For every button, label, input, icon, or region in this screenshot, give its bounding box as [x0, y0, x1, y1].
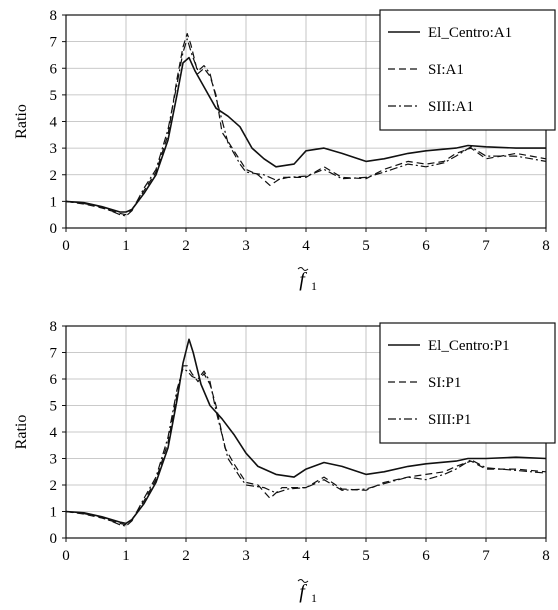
x-tick-label: 7: [482, 238, 490, 254]
series-line-siii-a1: [65, 38, 547, 217]
series-line-si-a1: [65, 33, 547, 216]
x-axis-label-tilde: [297, 579, 309, 583]
x-tick-label: 1: [122, 548, 130, 564]
series-line-el-centro-p1: [65, 338, 547, 525]
legend-label: SI:P1: [428, 375, 461, 391]
x-tick-label: 3: [242, 238, 250, 254]
x-tick-label: 5: [362, 548, 370, 564]
y-tick-label: 6: [50, 61, 58, 77]
y-tick-label: 7: [50, 346, 58, 362]
y-tick-label: 1: [50, 194, 58, 210]
x-tick-label: 7: [482, 548, 490, 564]
x-axis-label-tilde: [297, 267, 309, 271]
y-tick-label: 5: [50, 88, 58, 104]
legend-label: SI:A1: [428, 62, 464, 78]
x-tick-label: 6: [422, 548, 430, 564]
y-tick-label: 1: [50, 505, 58, 521]
legend-label: El_Centro:A1: [428, 25, 512, 41]
y-tick-label: 0: [50, 221, 58, 237]
y-tick-label: 4: [50, 425, 58, 441]
legend-box: [379, 9, 556, 131]
x-axis-label: f: [299, 269, 307, 291]
series-line-el-centro-a1: [65, 56, 546, 213]
x-tick-label: 5: [362, 238, 370, 254]
x-tick-label: 0: [62, 238, 70, 254]
x-axis-label: f: [299, 581, 307, 603]
legend-label: SIII:A1: [428, 99, 474, 115]
y-axis-label: Ratio: [13, 415, 30, 450]
x-tick-label: 1: [122, 238, 130, 254]
x-tick-label: 0: [62, 548, 70, 564]
y-tick-label: 7: [50, 35, 58, 51]
x-tick-label: 3: [242, 548, 250, 564]
x-tick-label: 4: [302, 238, 310, 254]
y-tick-label: 6: [50, 372, 58, 388]
y-tick-label: 2: [50, 168, 58, 184]
x-tick-label: 2: [182, 548, 190, 564]
y-tick-label: 3: [50, 452, 58, 468]
x-tick-label: 2: [182, 238, 190, 254]
y-tick-label: 8: [50, 8, 58, 24]
x-tick-label: 6: [422, 238, 430, 254]
series-line-siii-p1: [65, 367, 547, 527]
y-tick-label: 0: [50, 531, 58, 547]
x-tick-label: 8: [542, 238, 550, 254]
y-tick-label: 4: [50, 115, 58, 131]
y-tick-label: 5: [50, 399, 58, 415]
legend-label: El_Centro:P1: [428, 338, 510, 354]
x-tick-label: 8: [542, 548, 550, 564]
y-tick-label: 8: [50, 319, 58, 335]
legend-box: [379, 322, 556, 444]
x-tick-label: 4: [302, 548, 310, 564]
y-tick-label: 2: [50, 478, 58, 494]
y-tick-label: 3: [50, 141, 58, 157]
series-line-si-p1: [65, 365, 547, 526]
y-axis-label: Ratio: [13, 104, 30, 139]
x-axis-label-subscript: 1: [311, 279, 317, 293]
x-axis-label-subscript: 1: [311, 591, 317, 605]
legend-label: SIII:P1: [428, 412, 471, 428]
